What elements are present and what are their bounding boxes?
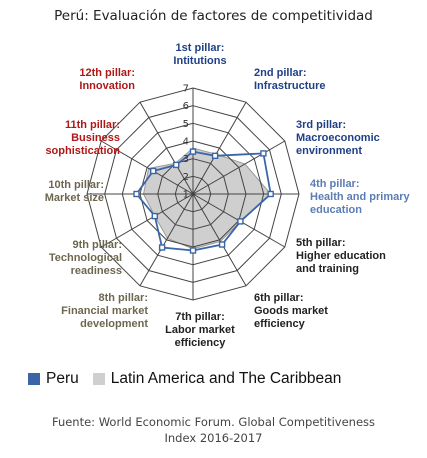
axis-label-12: 12th pillar: Innovation — [79, 67, 135, 92]
axis-spoke-2 — [192, 101, 247, 195]
axis-spoke-11 — [100, 140, 194, 195]
tick-label-4: 4 — [183, 137, 189, 148]
series-area-latam — [142, 147, 272, 250]
legend-item-latam: Latin America and The Caribbean — [92, 370, 342, 388]
axis-spoke-8 — [139, 193, 194, 287]
axis-label-11: 11th pillar: Business sophistication — [45, 119, 120, 157]
source-line-2: Index 2016-2017 — [164, 431, 263, 445]
axis-spoke-9 — [100, 193, 194, 248]
tick-label-5: 5 — [183, 119, 189, 130]
peru-point-6 — [218, 241, 226, 248]
legend-label-peru: Peru — [46, 370, 79, 387]
axis-label-5: 5th pillar: Higher education and training — [296, 237, 386, 275]
axis-spoke-6 — [192, 193, 247, 287]
axis-label-9: 9th pillar: Technological readiness — [49, 239, 122, 277]
peru-point-8 — [158, 244, 166, 251]
legend-label-latam: Latin America and The Caribbean — [110, 370, 342, 387]
radar-chart: 1 2 3 4 5 6 7 1st pillar: Intitutions 2nd pillar:… — [45, 42, 411, 349]
tick-label-2: 2 — [183, 172, 189, 183]
axis-label-6: 6th pillar: Goods market efficiency — [254, 292, 328, 330]
chart-title: Perú: Evaluación de factores de competit… — [54, 8, 373, 24]
peru-point-3 — [260, 150, 267, 157]
legend-swatch-latam — [92, 373, 105, 385]
axis-label-2: 2nd pillar: Infrastructure — [254, 67, 326, 92]
axis-label-7: 7th pillar: Labor market efficiency — [165, 311, 235, 349]
chart-source: Fuente: World Economic Forum. Global Com… — [0, 414, 427, 446]
source-line-1: Fuente: World Economic Forum. Global Com… — [51, 415, 376, 429]
peru-point-2 — [211, 152, 219, 160]
axis-spoke-3 — [192, 140, 286, 195]
legend-swatch-peru — [28, 373, 40, 385]
peru-point-11 — [149, 167, 157, 175]
axis-label-4: 4th pillar: Health and primary education — [310, 178, 411, 216]
peru-point-10 — [133, 190, 140, 198]
tick-label-7: 7 — [183, 84, 189, 95]
chart-legend: Peru Latin America and The Caribbean — [28, 370, 355, 388]
axis-label-8: 8th pillar: Financial market development — [61, 292, 148, 330]
legend-item-peru: Peru — [28, 370, 79, 388]
peru-point-5 — [237, 218, 244, 225]
tick-label-3: 3 — [183, 154, 189, 165]
axis-label-3: 3rd pillar: Macroeconomic environment — [296, 119, 380, 157]
tick-label-1: 1 — [183, 190, 189, 201]
axis-spoke-12 — [139, 101, 194, 195]
peru-point-4 — [267, 190, 274, 198]
peru-point-12 — [172, 161, 180, 169]
peru-point-9 — [151, 212, 159, 220]
axis-label-1: 1st pillar: Intitutions — [173, 42, 226, 67]
peru-point-1 — [189, 148, 197, 155]
peru-point-7 — [189, 247, 197, 254]
axis-label-10: 10th pillar: Market size — [45, 179, 104, 204]
tick-label-6: 6 — [183, 101, 189, 112]
